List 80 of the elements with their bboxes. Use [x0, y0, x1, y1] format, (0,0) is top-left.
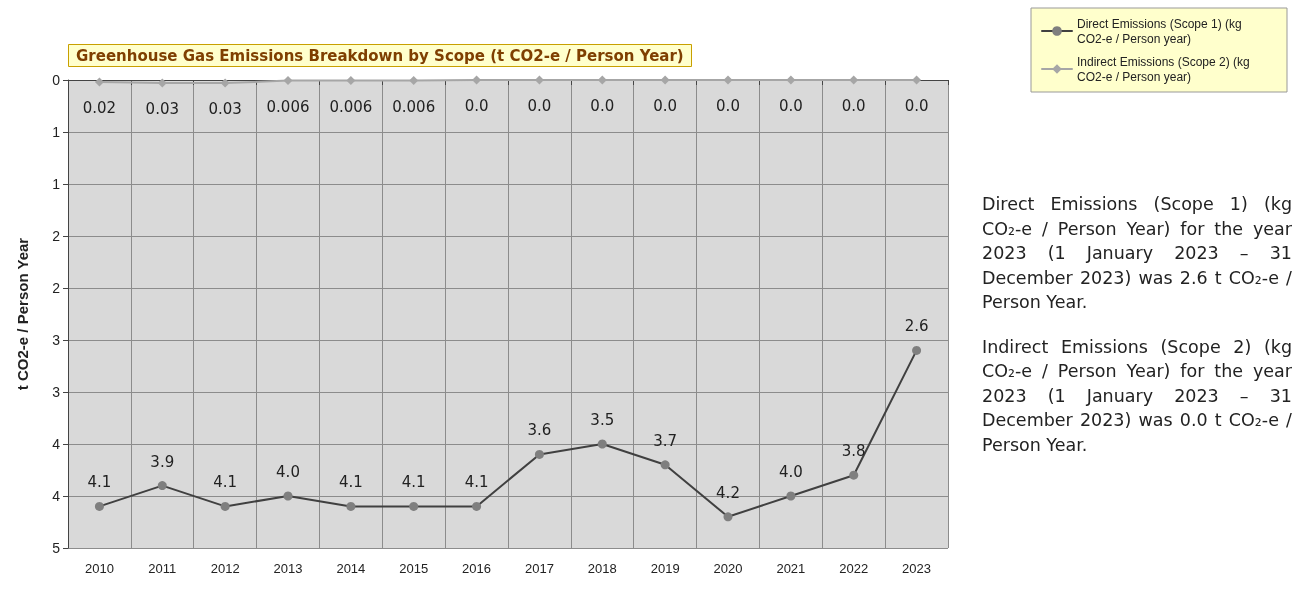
x-tick-label: 2023 — [902, 561, 932, 576]
y-tick-label: 0 — [52, 72, 61, 88]
point — [660, 75, 670, 85]
data-label: 0.03 — [145, 100, 179, 119]
data-label: 4.0 — [276, 463, 300, 481]
x-tick-label: 2010 — [84, 561, 114, 576]
point — [346, 501, 356, 511]
legend-label: Direct Emissions (Scope 1) (kg CO2-e / Person year) — [1077, 16, 1246, 46]
point — [786, 75, 796, 85]
point — [283, 76, 293, 86]
point — [409, 501, 419, 511]
data-label: 4.2 — [716, 483, 740, 502]
data-label: 0.02 — [82, 99, 117, 118]
data-label: 4.1 — [401, 473, 426, 492]
point — [409, 76, 419, 86]
data-label: 0.006 — [266, 97, 310, 116]
x-tick-label: 2017 — [524, 561, 554, 576]
data-label: 3.5 — [590, 411, 615, 429]
data-label: 0.006 — [392, 97, 436, 116]
x-tick-label: 2019 — [650, 561, 680, 576]
y-tick-label: 3 — [52, 332, 61, 348]
point — [660, 460, 670, 470]
y-tick-label: 2 — [52, 228, 61, 244]
point — [346, 76, 356, 86]
text: Direct Emissions (Scope 1) (kg CO₂-e / Person Year) for the year 2023 (1 January 2023 – 31 December 2023) was 2.6 t CO₂-e / Person Year. — [982, 193, 1292, 314]
x-tick-label: 2013 — [273, 561, 303, 576]
x-tick-label: 2022 — [839, 561, 869, 576]
point — [849, 470, 859, 480]
x-tick-label: 2021 — [776, 561, 806, 576]
data-label: 4.1 — [87, 473, 112, 492]
data-label: 0.0 — [841, 97, 866, 115]
data-label: 0.0 — [464, 97, 489, 115]
y-tick-label: 4 — [52, 488, 61, 504]
point — [534, 449, 544, 459]
y-tick-label: 4 — [52, 436, 61, 452]
point — [94, 501, 104, 511]
y-tick-label: 2 — [52, 280, 61, 296]
point — [912, 75, 922, 85]
x-tick-label: 2012 — [210, 561, 240, 576]
point — [283, 491, 293, 501]
x-tick-label: 2020 — [713, 561, 743, 576]
chart-title: Greenhouse Gas Emissions Breakdown by Scope (t CO2-e / Person Year) — [76, 46, 684, 65]
y-tick-label: 1 — [52, 124, 61, 140]
data-label: 0.0 — [778, 97, 803, 115]
data-label: 3.6 — [527, 421, 552, 440]
data-label: 0.0 — [527, 97, 552, 115]
data-label: 3.8 — [841, 442, 866, 461]
y-axis-title: t CO2-e / Person Year — [14, 237, 31, 391]
data-label: 0.0 — [716, 97, 740, 115]
point — [220, 501, 230, 511]
data-label: 4.0 — [778, 463, 803, 481]
data-label: 0.0 — [653, 97, 678, 115]
data-label: 2.6 — [904, 317, 929, 336]
data-label: 3.9 — [150, 452, 175, 471]
x-tick-label: 2014 — [336, 561, 366, 576]
data-label: 0.0 — [590, 97, 615, 115]
legend-label: Indirect Emissions (Scope 2) (kg CO2-e / Person year) — [1077, 54, 1254, 84]
text: Indirect Emissions (Scope 2) (kg CO₂-e / Person Year) for the year 2023 (1 January 2023 – 31 December 2023) was 0.0 t CO₂-e / Person Year. — [982, 335, 1292, 457]
point — [912, 345, 922, 355]
point — [472, 501, 482, 511]
data-label: 0.006 — [329, 97, 373, 116]
data-label: 4.1 — [464, 473, 489, 492]
point — [723, 512, 733, 522]
point — [94, 77, 104, 87]
x-tick-label: 2011 — [148, 561, 177, 576]
point — [786, 491, 796, 501]
point — [723, 75, 733, 85]
y-tick-label: 1 — [52, 176, 61, 192]
data-label: 4.1 — [338, 473, 363, 492]
x-tick-label: 2015 — [399, 561, 429, 576]
data-label: 4.1 — [213, 473, 238, 492]
data-label: 3.7 — [653, 431, 678, 450]
data-label: 0.03 — [208, 100, 242, 119]
y-tick-label: 3 — [52, 384, 61, 400]
point — [157, 481, 167, 491]
point — [597, 439, 607, 449]
y-tick-label: 5 — [52, 540, 61, 556]
data-label: 0.0 — [904, 97, 929, 115]
x-tick-label: 2016 — [462, 561, 492, 576]
x-tick-label: 2018 — [587, 561, 617, 576]
